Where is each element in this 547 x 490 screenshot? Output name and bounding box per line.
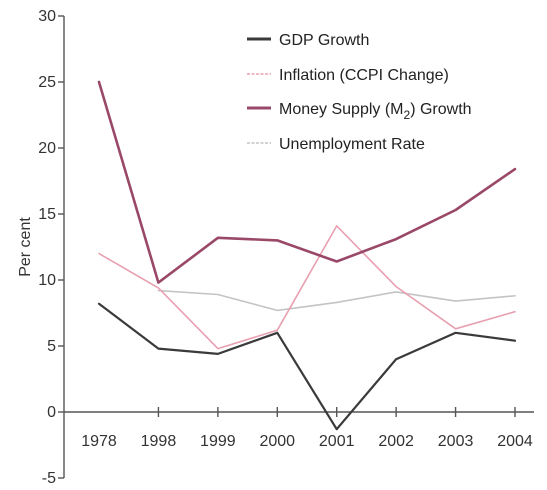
legend-label-inflation: Inflation (CCPI Change) (279, 67, 449, 84)
y-axis-title: Per cent (17, 217, 34, 277)
x-tick-label: 1998 (141, 433, 177, 450)
y-tick-label: 10 (38, 272, 56, 289)
y-tick-label: 25 (38, 74, 56, 91)
legend-label-money-supply-part1: Money Supply (M (279, 101, 404, 118)
y-tick-label: 30 (38, 8, 56, 25)
series-lines (97, 80, 517, 431)
x-tick-label: 2001 (319, 433, 355, 450)
legend-label-money-supply: Money Supply (M2) Growth (279, 101, 472, 122)
legend-label-gdp-growth: GDP Growth (279, 32, 369, 49)
y-tick-label: 0 (47, 404, 56, 421)
x-tick-labels: 1978 1998 1999 2000 2001 2002 2003 2004 (81, 433, 533, 450)
series-line-gdp-growth (97, 302, 517, 431)
x-tick-label: 2000 (259, 433, 295, 450)
legend-label-unemployment: Unemployment Rate (279, 136, 425, 153)
x-tick-label: 1978 (81, 433, 117, 450)
x-tick-label: 1999 (200, 433, 236, 450)
legend: GDP Growth Inflation (CCPI Change) Money… (247, 32, 472, 153)
series-line-inflation (98, 225, 516, 350)
y-tick-label: 15 (38, 206, 56, 223)
series-line-unemployment (157, 289, 516, 312)
series-line-money-supply (97, 80, 517, 284)
y-tick-labels: -5 0 5 10 15 20 25 30 (38, 8, 56, 487)
y-tick-label: -5 (42, 470, 56, 487)
x-tick-label: 2003 (438, 433, 474, 450)
legend-label-money-supply-subscript: 2 (404, 108, 411, 122)
chart-axes (58, 15, 534, 479)
y-tick-label: 20 (38, 140, 56, 157)
x-tick-label: 2002 (378, 433, 414, 450)
x-tick-label: 2004 (497, 433, 533, 450)
y-tick-label: 5 (47, 338, 56, 355)
legend-label-money-supply-part2: ) Growth (410, 101, 471, 118)
